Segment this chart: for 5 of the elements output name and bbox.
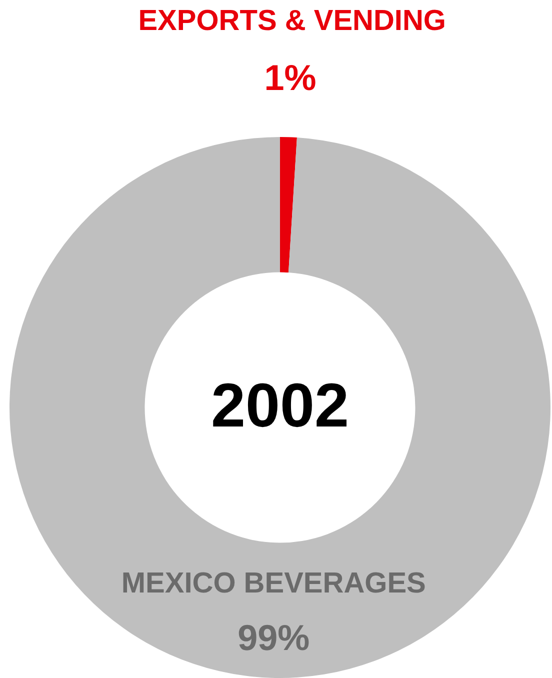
data-label: 99% <box>238 617 310 658</box>
text: 2002 <box>211 372 349 441</box>
slice-label: MEXICO BEVERAGES <box>121 567 426 600</box>
slice-label: EXPORTS & VENDING <box>138 5 446 38</box>
data-label: 1% <box>264 57 316 98</box>
